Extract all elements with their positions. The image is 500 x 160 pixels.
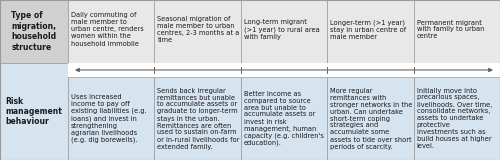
- Text: Risk
management
behaviour: Risk management behaviour: [6, 97, 62, 126]
- Text: Better income as
compared to source
area but unable to
accumulate assets or
inve: Better income as compared to source area…: [244, 91, 324, 147]
- Bar: [327, 77, 414, 160]
- Text: Sends back irregular
remittances but unable
to accumulate assets or
graduate to : Sends back irregular remittances but una…: [158, 88, 240, 149]
- Text: Uses increased
income to pay off
existing liabilities (e.g.
loans) and invest in: Uses increased income to pay off existin…: [71, 94, 146, 143]
- Text: Long-term migrant
(>1 year) to rural area
with family: Long-term migrant (>1 year) to rural are…: [244, 19, 320, 40]
- Bar: [0, 0, 68, 63]
- Bar: [241, 0, 327, 63]
- Text: Initially move into
precarious spaces,
livelihoods. Over time,
consolidate netwo: Initially move into precarious spaces, l…: [416, 88, 492, 149]
- Bar: [0, 63, 68, 160]
- Bar: [327, 0, 414, 63]
- Text: Daily commuting of
male member to
urban centre, renders
women within the
househo: Daily commuting of male member to urban …: [71, 12, 144, 47]
- Bar: [154, 77, 241, 160]
- Text: Longer-term (>1 year)
stay in urban centre of
male member: Longer-term (>1 year) stay in urban cent…: [330, 19, 406, 40]
- Bar: [68, 63, 500, 77]
- Bar: [414, 77, 500, 160]
- Text: Seasonal migration of
male member to urban
centres, 2-3 months at a
time: Seasonal migration of male member to urb…: [158, 16, 240, 43]
- Bar: [414, 0, 500, 63]
- Bar: [68, 0, 154, 63]
- Text: Permanent migrant
with family to urban
centre: Permanent migrant with family to urban c…: [416, 20, 484, 40]
- Bar: [241, 77, 327, 160]
- Text: More regular
remittances with
stronger networks in the
urban. Can undertake
shor: More regular remittances with stronger n…: [330, 88, 412, 149]
- Bar: [154, 0, 241, 63]
- Text: Type of
migration,
household
structure: Type of migration, household structure: [12, 11, 56, 52]
- Bar: [68, 77, 154, 160]
